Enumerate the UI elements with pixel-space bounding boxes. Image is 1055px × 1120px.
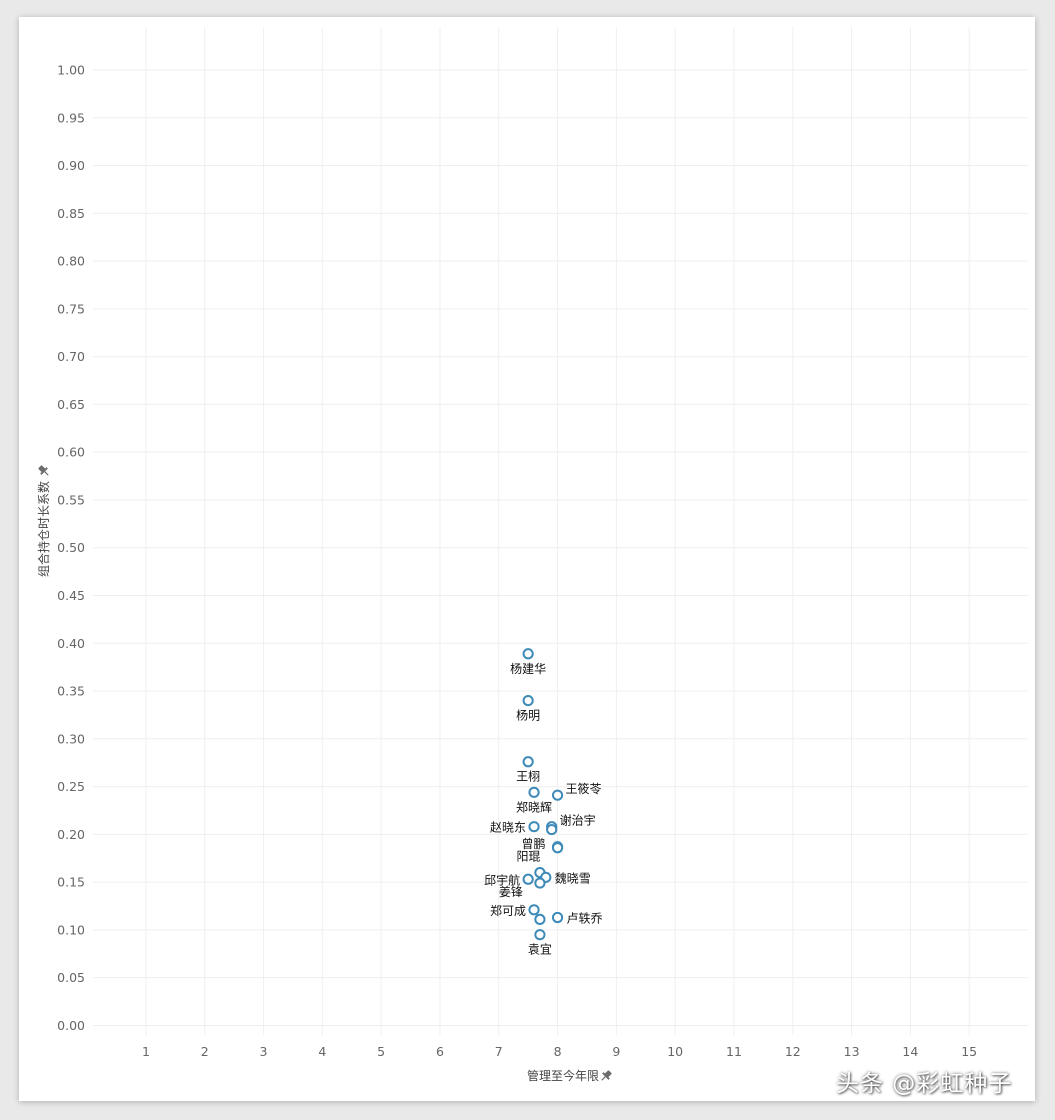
y-tick-label: 0.10: [57, 922, 85, 937]
y-tick-label: 0.95: [57, 110, 85, 125]
x-tick-label: 7: [495, 1044, 503, 1059]
scatter-point[interactable]: [522, 873, 534, 885]
point-label: 杨建华: [510, 661, 546, 676]
point-label: 郑晓辉: [516, 799, 552, 814]
x-axis-title: 管理至今年限: [527, 1068, 599, 1083]
y-tick-label: 0.20: [57, 827, 85, 842]
point-label: 赵晓东: [490, 821, 526, 835]
scatter-point[interactable]: [528, 904, 540, 916]
gridlines: [93, 27, 1028, 1035]
y-tick-label: 0.55: [57, 492, 85, 507]
chart-card: 0.00 0.05 0.10 0.15 0.20 0.25 0.30 0.35 0.40 0.45…: [19, 17, 1035, 1101]
y-tick-label: 0.30: [57, 731, 85, 746]
scatter-point[interactable]: [534, 877, 546, 889]
point-label: 郑可成: [490, 903, 526, 918]
y-tick-label: 0.75: [57, 301, 85, 316]
y-axis-pin-icon[interactable]: [37, 464, 52, 479]
y-tick-label: 0.05: [57, 970, 85, 985]
scatter-point[interactable]: [522, 648, 534, 660]
y-tick-label: 0.50: [57, 540, 85, 555]
x-tick-label: 13: [844, 1044, 860, 1059]
y-tick-label: 0.15: [57, 875, 85, 890]
y-tick-label: 0.90: [57, 158, 85, 173]
x-tick-label: 1: [142, 1044, 150, 1059]
point-label: 卢轶乔: [567, 910, 603, 925]
x-tick-label: 5: [377, 1044, 385, 1059]
x-tick-label: 6: [436, 1044, 444, 1059]
scatter-point[interactable]: [528, 821, 540, 833]
point-label: 阳琨: [517, 850, 541, 864]
y-tick-label: 0.80: [57, 254, 85, 269]
x-tick-label: 12: [785, 1044, 801, 1059]
scatter-point[interactable]: [534, 913, 546, 925]
point-label: 魏晓雪: [555, 870, 591, 885]
point-label: 杨明: [516, 708, 540, 723]
scatter-point[interactable]: [551, 842, 564, 854]
scatter-point[interactable]: [522, 756, 534, 768]
y-tick-label: 0.00: [57, 1018, 85, 1033]
x-tick-label: 2: [201, 1044, 209, 1059]
y-tick-label: 0.45: [57, 588, 85, 603]
x-tick-label: 4: [318, 1044, 326, 1059]
point-label: 谢治宇: [560, 813, 596, 828]
y-tick-label: 0.40: [57, 636, 85, 651]
scatter-point[interactable]: [551, 911, 564, 924]
point-label: 曾鹏: [522, 837, 546, 851]
y-tick-label: 0.65: [57, 397, 85, 412]
y-tick-label: 0.85: [57, 206, 85, 221]
x-tick-label: 9: [612, 1044, 620, 1059]
x-tick-label: 15: [961, 1044, 977, 1059]
y-axis-title: 组合持仓时长系数: [36, 481, 51, 577]
watermark: 头条 @彩虹种子: [836, 1071, 1013, 1097]
point-label: 邱宇航: [484, 872, 520, 887]
scatter-point[interactable]: [528, 786, 540, 798]
scatter-point[interactable]: [522, 694, 534, 707]
y-tick-label: 0.35: [57, 684, 85, 699]
y-tick-label: 0.70: [57, 349, 85, 364]
x-tick-label: 14: [902, 1044, 918, 1059]
x-tick-label: 3: [260, 1044, 268, 1059]
point-label: 袁宜: [528, 942, 552, 957]
point-label: 姜锋: [499, 885, 523, 899]
data-points: [522, 648, 564, 941]
scatter-point[interactable]: [534, 929, 546, 941]
x-tick-label: 11: [726, 1044, 742, 1059]
y-tick-label: 1.00: [57, 62, 85, 77]
x-tick-label: 8: [554, 1044, 562, 1059]
scatter-point[interactable]: [546, 823, 558, 836]
tick-labels: 0.00 0.05 0.10 0.15 0.20 0.25 0.30 0.35 0.40 0.45…: [57, 62, 977, 1059]
x-tick-label: 10: [667, 1044, 683, 1059]
y-tick-label: 0.60: [57, 445, 85, 460]
scatter-chart: 0.00 0.05 0.10 0.15 0.20 0.25 0.30 0.35 0.40 0.45…: [36, 27, 1028, 1084]
scatter-point[interactable]: [551, 789, 564, 801]
x-axis-pin-icon[interactable]: [599, 1069, 614, 1084]
y-tick-label: 0.25: [57, 779, 85, 794]
point-label: 王栩: [516, 769, 540, 784]
point-label: 王筱苓: [566, 781, 602, 796]
